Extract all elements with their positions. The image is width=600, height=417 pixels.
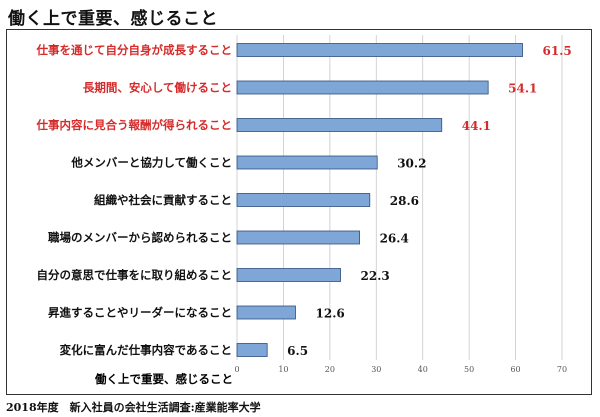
value-label: 61.5 bbox=[543, 44, 572, 58]
bar bbox=[236, 343, 268, 357]
value-label: 28.6 bbox=[390, 194, 419, 208]
x-axis-ticks: 0 10 20 30 40 50 60 70 bbox=[234, 365, 567, 374]
category-label: 職場のメンバーから認められること bbox=[48, 231, 232, 245]
value-labels: 61.5 54.1 44.1 30.2 28.6 26.4 22.3 12.6 6.5 bbox=[287, 44, 572, 358]
x-tick-label: 20 bbox=[325, 365, 335, 374]
category-label: 他メンバーと協力して働くこと bbox=[70, 156, 232, 170]
chart-frame bbox=[6, 29, 592, 395]
bar bbox=[236, 118, 443, 132]
x-tick-label: 70 bbox=[557, 365, 567, 374]
value-label: 30.2 bbox=[397, 157, 426, 171]
x-tick-label: 40 bbox=[418, 365, 428, 374]
x-tick-label: 30 bbox=[371, 365, 381, 374]
bar bbox=[236, 230, 360, 245]
page-title: 働く上で重要、感じること bbox=[8, 9, 218, 29]
value-label: 12.6 bbox=[316, 307, 345, 321]
x-axis-caption: 働く上で重要、感じること bbox=[94, 372, 233, 386]
value-label: 22.3 bbox=[361, 269, 390, 283]
category-label: 昇進することやリーダーになること bbox=[48, 306, 232, 320]
value-label: 44.1 bbox=[462, 119, 491, 133]
x-tick-label: 0 bbox=[234, 365, 239, 374]
bar bbox=[236, 268, 341, 282]
category-label: 仕事内容に見合う報酬が得られること bbox=[36, 118, 233, 132]
x-tick-label: 60 bbox=[510, 365, 520, 374]
bar bbox=[236, 155, 378, 170]
category-label: 組織や社会に貢献すること bbox=[94, 193, 232, 207]
value-label: 54.1 bbox=[508, 82, 537, 96]
category-labels: 仕事を通じて自分自身が成長すること長期間、安心して働けること仕事内容に見合う報酬… bbox=[36, 43, 233, 357]
bar bbox=[236, 193, 371, 207]
category-label: 変化に富んだ仕事内容であること bbox=[60, 343, 232, 357]
bar bbox=[236, 80, 489, 95]
value-label: 26.4 bbox=[380, 232, 409, 246]
bars bbox=[236, 43, 523, 357]
source-note: 2018年度 新入社員の会社生活調査:産業能率大学 bbox=[6, 401, 261, 414]
bar bbox=[236, 305, 296, 320]
value-label: 6.5 bbox=[287, 344, 308, 358]
x-tick-label: 10 bbox=[278, 365, 288, 374]
category-label: 仕事を通じて自分自身が成長すること bbox=[36, 43, 233, 57]
x-tick-label: 50 bbox=[464, 365, 474, 374]
category-label: 自分の意思で仕事をに取り組めること bbox=[37, 268, 233, 282]
bar bbox=[236, 43, 523, 57]
category-label: 長期間、安心して働けること bbox=[83, 81, 232, 95]
